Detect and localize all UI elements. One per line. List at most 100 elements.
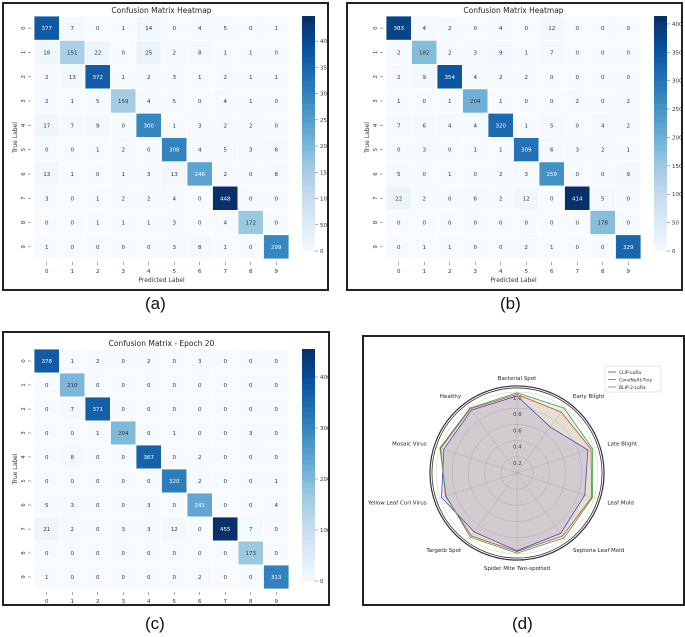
panel-c: Confusion Matrix - Epoch 20 378 1 2 0 2 0 3 0 0 0 0…: [2, 331, 331, 614]
colorbar-segment: [302, 395, 315, 402]
panel-label-d: (d): [512, 614, 533, 633]
colorbar-segment: [302, 198, 315, 205]
y-tick-label: 4: [21, 123, 27, 127]
cell-value: 0: [173, 575, 177, 581]
cell-value: 0: [45, 221, 49, 227]
y-tick-label: 6: [21, 172, 27, 176]
cell-value: 4: [499, 26, 503, 32]
heatmap-cell: [59, 234, 86, 260]
colorbar-segment: [654, 51, 667, 58]
colorbar-segment: [654, 168, 667, 176]
colorbar-segment: [302, 186, 315, 193]
colorbar-tick-label: 350: [672, 50, 681, 56]
cell-value: 0: [576, 26, 580, 32]
cell-value: 4: [601, 123, 605, 129]
cell-value: 4: [448, 123, 452, 129]
heatmap-cell: [110, 137, 137, 163]
cell-value: 17: [43, 123, 50, 129]
cell-value: 3: [249, 148, 253, 154]
heatmap-cell: [212, 112, 239, 138]
cell-value: 2: [224, 172, 228, 178]
cell-value: 2: [224, 75, 228, 81]
cell-value: 4: [224, 99, 228, 105]
colorbar-segment: [302, 115, 315, 123]
heatmap-cell: [263, 64, 290, 90]
heatmap-cell: [59, 516, 86, 542]
colorbar-segment: [654, 239, 667, 246]
cell-value: 151: [67, 50, 78, 56]
heatmap-cell: [84, 137, 111, 163]
heatmap-cell: [110, 468, 137, 494]
colorbar-segment: [302, 39, 315, 46]
heatmap-cell: [59, 185, 86, 211]
cell-value: 0: [198, 383, 202, 389]
cell-value: 246: [195, 172, 206, 178]
cell-value: 2: [627, 123, 631, 129]
cell-value: 2: [198, 455, 202, 461]
heatmap-cell: [186, 112, 213, 138]
heatmap-cell: [186, 516, 213, 542]
heatmap-cell: [161, 185, 188, 211]
heatmap-cell: [411, 161, 438, 187]
x-tick-label: 5: [173, 599, 177, 604]
cell-value: 0: [122, 245, 126, 251]
colorbar-segment: [654, 104, 667, 111]
heatmap-cell: [33, 444, 60, 470]
cell-value: 4: [173, 196, 177, 202]
x-tick-label: 4: [499, 269, 503, 275]
colorbar-segment: [654, 192, 667, 199]
cell-value: 0: [147, 479, 151, 485]
heatmap-cell: [263, 516, 290, 542]
y-tick-label: 4: [373, 123, 379, 127]
legend-label: BLIP-2-LoRa: [619, 385, 646, 391]
cell-value: 2: [96, 359, 100, 365]
radial-tick-label: 0.4: [513, 445, 522, 451]
cell-value: 1: [122, 26, 126, 32]
x-tick-label: 0: [45, 269, 49, 275]
cell-value: 0: [275, 383, 279, 389]
colorbar-segment: [302, 215, 315, 223]
cell-value: 1: [448, 99, 452, 105]
heatmap-cell: [110, 234, 137, 260]
colorbar-segment: [302, 139, 315, 146]
cell-value: 0: [474, 245, 478, 251]
x-tick-label: 6: [198, 269, 202, 275]
cell-value: 13: [69, 75, 76, 81]
cell-value: 0: [423, 99, 427, 105]
heatmap-cell: [263, 444, 290, 470]
colorbar-segment: [302, 389, 315, 396]
colorbar-tick-label: 200: [320, 477, 328, 483]
cell-value: 4: [423, 26, 427, 32]
heatmap-cell: [462, 137, 489, 163]
heatmap-cell: [237, 64, 264, 90]
y-tick-label: 0: [21, 26, 27, 30]
panel-b: Confusion Matrix Heatmap 383 4 2 0 4 0 12 0 0 0 2 18…: [346, 2, 683, 291]
y-tick-label: 8: [373, 220, 379, 224]
cell-value: 1: [173, 123, 177, 129]
cell-value: 0: [96, 383, 100, 389]
y-tick-label: 2: [373, 75, 379, 79]
radial-tick-label: 0.6: [513, 428, 522, 434]
colorbar-tick-label: 250: [320, 118, 327, 124]
cell-value: 309: [521, 148, 532, 154]
cell-value: 5: [397, 172, 401, 178]
cell-value: 0: [45, 407, 49, 413]
cell-value: 7: [397, 123, 401, 129]
category-label: Septoria Leaf Mold: [573, 548, 624, 554]
colorbar-segment: [302, 383, 315, 391]
cell-value: 299: [271, 245, 282, 251]
colorbar-segment: [654, 68, 667, 76]
heatmap-cell: [135, 137, 162, 163]
colorbar-segment: [302, 57, 315, 64]
cell-value: 0: [576, 172, 580, 178]
heatmap-cell: [411, 64, 438, 90]
cell-value: 0: [249, 196, 253, 202]
heatmap-cell: [385, 15, 412, 41]
x-tick-label: 9: [275, 599, 279, 604]
cell-value: 0: [224, 479, 228, 485]
heatmap-cell: [263, 492, 290, 518]
cell-value: 0: [601, 172, 605, 178]
heatmap-cell: [161, 88, 188, 114]
cell-value: 0: [576, 123, 580, 129]
